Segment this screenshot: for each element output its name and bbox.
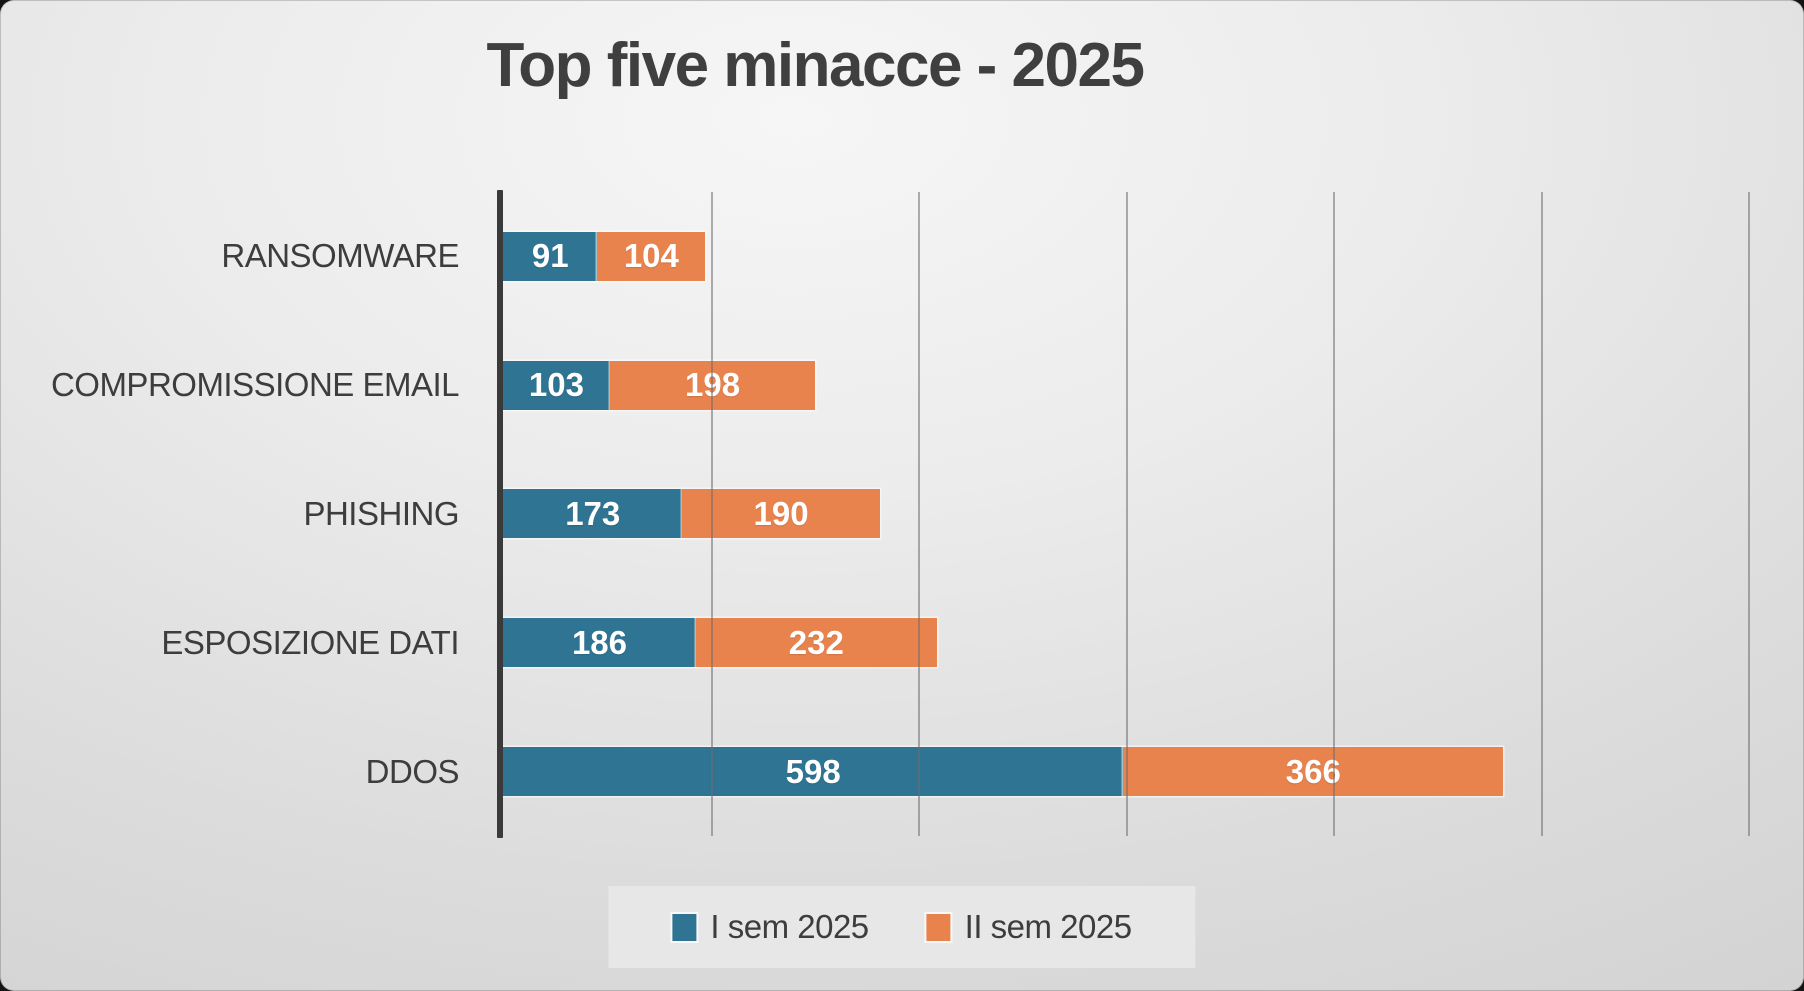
stacked-bar-ddos: 598 366 — [503, 747, 1504, 797]
bar-segment-ii-sem-2025: 366 — [1123, 747, 1504, 797]
bar-segment-ii-sem-2025: 190 — [682, 489, 880, 539]
gridline-600 — [1125, 192, 1128, 836]
bar-segment-ii-sem-2025: 198 — [609, 360, 816, 410]
bar-segment-i-sem-2025: 598 — [503, 747, 1124, 797]
gridline-1000 — [1540, 192, 1543, 836]
stacked-bar-ransomware: 91 104 — [503, 231, 706, 281]
legend: I sem 2025 II sem 2025 — [608, 886, 1196, 968]
category-label-phishing: PHISHING — [303, 494, 459, 532]
bar-segment-i-sem-2025: 103 — [503, 360, 610, 410]
category-label-compromissione-email: COMPROMISSIONE EMAIL — [50, 366, 460, 404]
gridline-800 — [1333, 192, 1335, 836]
bar-row-esposizione-dati: 186 232 — [503, 578, 1750, 707]
plot-area: 91 104 103 198 173 190 186 232 598 366 — [503, 192, 1750, 836]
gridline-400 — [918, 192, 920, 836]
gridline-1200 — [1748, 192, 1750, 836]
legend-item-i-sem-2025: I sem 2025 — [672, 908, 869, 946]
bar-segment-i-sem-2025: 173 — [503, 489, 683, 539]
legend-label-i-sem-2025: I sem 2025 — [710, 908, 869, 945]
bar-rows: 91 104 103 198 173 190 186 232 598 366 — [503, 192, 1750, 836]
legend-swatch-i-sem-2025 — [672, 913, 697, 941]
bar-segment-i-sem-2025: 91 — [503, 231, 598, 281]
category-label-ddos: DDOS — [365, 752, 460, 790]
category-label-ransomware: RANSOMWARE — [221, 237, 459, 275]
bar-row-phishing: 173 190 — [503, 450, 1750, 579]
bar-row-ransomware: 91 104 — [503, 192, 1750, 321]
bar-segment-ii-sem-2025: 104 — [597, 231, 706, 281]
stacked-bar-compromissione-email: 103 198 — [503, 360, 816, 410]
bar-segment-ii-sem-2025: 232 — [695, 618, 937, 668]
bar-segment-i-sem-2025: 186 — [503, 618, 696, 668]
legend-item-ii-sem-2025: II sem 2025 — [926, 908, 1132, 946]
chart-title: Top five minacce - 2025 — [486, 31, 1145, 100]
category-axis-labels: RANSOMWARE COMPROMISSIONE EMAIL PHISHING ES… — [0, 192, 497, 836]
value-axis-line — [497, 190, 503, 838]
stacked-bar-phishing: 173 190 — [503, 489, 880, 539]
category-label-esposizione-dati: ESPOSIZIONE DATI — [161, 623, 459, 661]
bar-row-ddos: 598 366 — [503, 707, 1750, 836]
stacked-bar-esposizione-dati: 186 232 — [503, 618, 937, 668]
gridline-200 — [710, 192, 713, 836]
legend-label-ii-sem-2025: II sem 2025 — [964, 908, 1132, 945]
bar-row-compromissione-email: 103 198 — [503, 321, 1750, 450]
legend-swatch-ii-sem-2025 — [926, 913, 951, 941]
